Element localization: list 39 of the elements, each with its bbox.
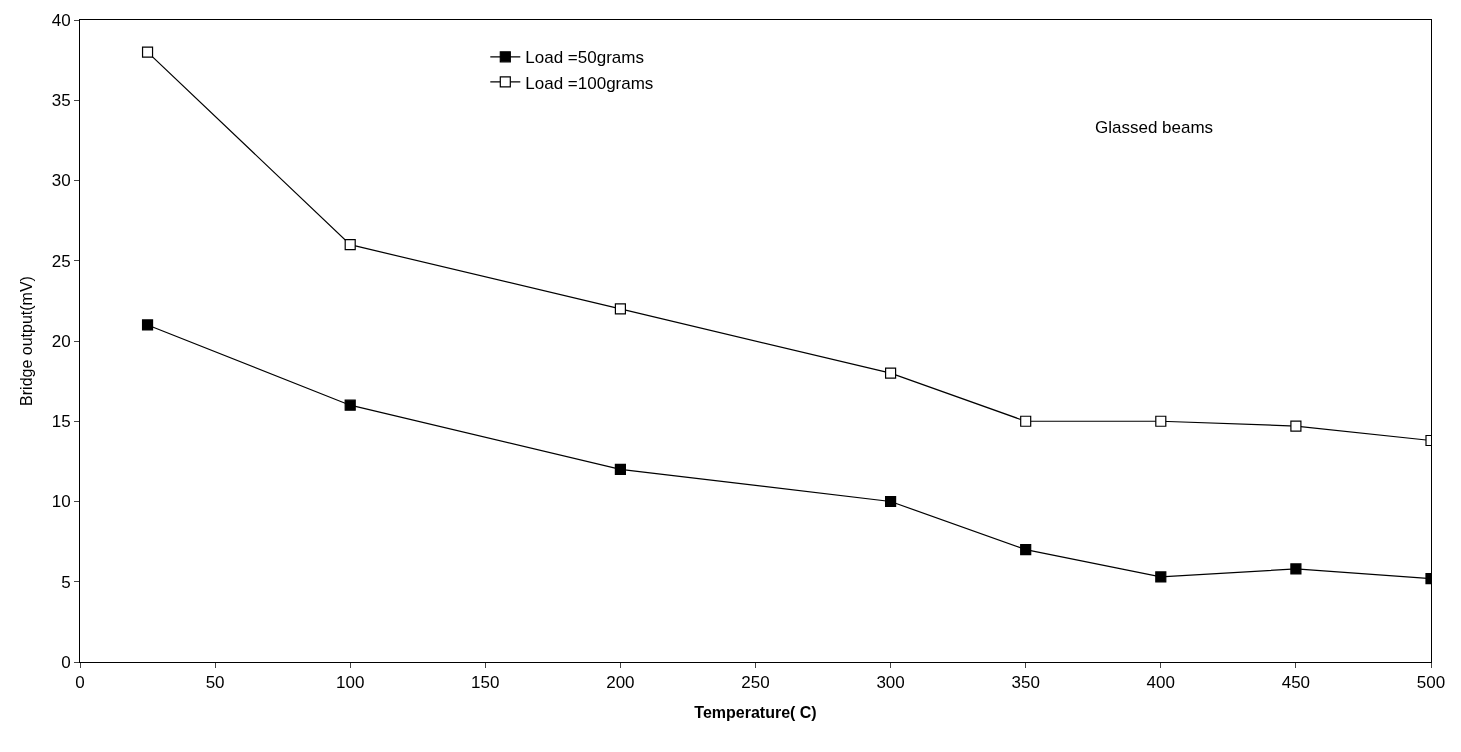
x-tick-label: 100 xyxy=(336,673,365,693)
y-tick-label: 25 xyxy=(51,251,71,271)
x-tick-label: 200 xyxy=(606,673,635,693)
x-tick-label: 350 xyxy=(1011,673,1040,693)
annotation: Glassed beams xyxy=(1095,118,1214,137)
point xyxy=(614,463,626,475)
x-tick-label: 150 xyxy=(471,673,500,693)
x-axis-title: Temperature( C) xyxy=(694,704,817,722)
y-tick-label: 20 xyxy=(51,331,71,351)
point xyxy=(1290,420,1302,432)
x-tick-label: 50 xyxy=(205,673,225,693)
point xyxy=(344,399,356,411)
point xyxy=(614,303,626,315)
y-axis-title: Bridge output(mV) xyxy=(17,276,35,406)
y-tick-label: 10 xyxy=(51,492,71,512)
x-tick-label: 400 xyxy=(1146,673,1175,693)
y-tick-label: 0 xyxy=(61,652,71,672)
x-tick-label: 300 xyxy=(876,673,905,693)
y-tick-label: 30 xyxy=(51,171,71,191)
x-tick-label: 0 xyxy=(75,673,85,693)
point xyxy=(1020,544,1032,556)
point xyxy=(1290,563,1302,575)
point xyxy=(141,319,154,331)
x-tick-label: 500 xyxy=(1416,673,1446,693)
point xyxy=(1020,415,1032,427)
y-tick-label: 35 xyxy=(51,91,71,111)
y-tick-label: 40 xyxy=(51,10,71,30)
point xyxy=(141,46,154,58)
x-tick-label: 450 xyxy=(1281,673,1311,693)
point xyxy=(344,239,356,251)
y-tick-label: 5 xyxy=(61,572,71,592)
legend-label: Load =100grams xyxy=(525,73,654,93)
x-tick-label: 250 xyxy=(741,673,770,693)
point xyxy=(1155,415,1167,427)
point xyxy=(1155,571,1167,583)
point xyxy=(885,367,897,379)
legend-label: Load =50grams xyxy=(525,48,644,68)
point xyxy=(885,495,897,508)
y-tick-label: 15 xyxy=(51,412,71,432)
